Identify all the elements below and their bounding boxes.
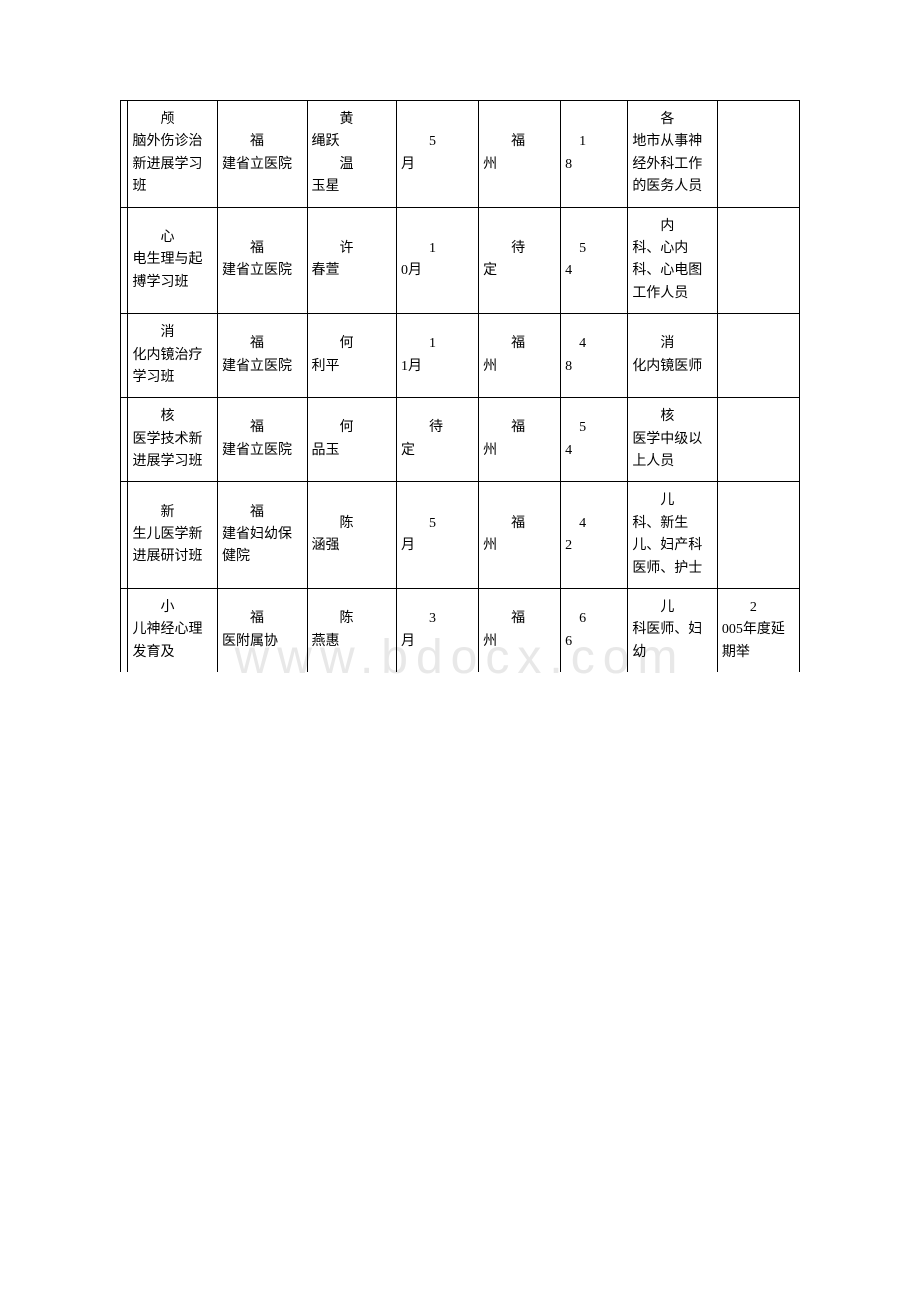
cell-month: 10月 <box>397 207 479 314</box>
cell-institution: 福医附属协 <box>217 589 307 673</box>
cell-month: 5月 <box>397 101 479 208</box>
cell-audience: 核医学中级以上人员 <box>628 398 718 482</box>
cell-number: 18 <box>561 101 628 208</box>
cell-institution: 福建省立医院 <box>217 398 307 482</box>
cell-course-name: 消化内镜治疗学习班 <box>128 314 218 398</box>
cell-number: 54 <box>561 207 628 314</box>
cell-location: 福州 <box>479 589 561 673</box>
cell-lecturer: 黄绳跃温玉星 <box>307 101 397 208</box>
table-row: 心电生理与起搏学习班 福建省立医院 许春萱 10月 待定 54 内科、心内科、心… <box>121 207 800 314</box>
cell-empty <box>121 314 128 398</box>
cell-location: 福州 <box>479 398 561 482</box>
table-body: 颅脑外伤诊治新进展学习班 福建省立医院 黄绳跃温玉星 5月 福州 18 各地市从… <box>121 101 800 673</box>
cell-location: 福州 <box>479 482 561 589</box>
cell-institution: 福建省立医院 <box>217 101 307 208</box>
cell-course-name: 新生儿医学新进展研讨班 <box>128 482 218 589</box>
cell-institution: 福建省立医院 <box>217 314 307 398</box>
cell-note <box>717 314 799 398</box>
cell-audience: 各地市从事神经外科工作的医务人员 <box>628 101 718 208</box>
table-row: 核医学技术新进展学习班 福建省立医院 何品玉 待定 福州 54 核医学中级以上人… <box>121 398 800 482</box>
cell-note <box>717 207 799 314</box>
table-row: 消化内镜治疗学习班 福建省立医院 何利平 11月 福州 48 消化内镜医师 <box>121 314 800 398</box>
cell-number: 42 <box>561 482 628 589</box>
cell-lecturer: 何品玉 <box>307 398 397 482</box>
cell-audience: 儿科、新生儿、妇产科医师、护士 <box>628 482 718 589</box>
cell-location: 待定 <box>479 207 561 314</box>
cell-course-name: 核医学技术新进展学习班 <box>128 398 218 482</box>
table-row: 小儿神经心理发育及 福医附属协 陈燕惠 3月 福州 66 儿科医师、妇幼 200… <box>121 589 800 673</box>
cell-course-name: 心电生理与起搏学习班 <box>128 207 218 314</box>
cell-empty <box>121 207 128 314</box>
cell-empty <box>121 589 128 673</box>
cell-location: 福州 <box>479 314 561 398</box>
cell-institution: 福建省立医院 <box>217 207 307 314</box>
cell-note: 2005年度延期举 <box>717 589 799 673</box>
cell-lecturer: 许春萱 <box>307 207 397 314</box>
cell-lecturer: 陈燕惠 <box>307 589 397 673</box>
cell-month: 3月 <box>397 589 479 673</box>
cell-audience: 儿科医师、妇幼 <box>628 589 718 673</box>
cell-number: 54 <box>561 398 628 482</box>
training-courses-table: 颅脑外伤诊治新进展学习班 福建省立医院 黄绳跃温玉星 5月 福州 18 各地市从… <box>120 100 800 672</box>
cell-note <box>717 101 799 208</box>
cell-number: 66 <box>561 589 628 673</box>
table-row: 新生儿医学新进展研讨班 福建省妇幼保健院 陈涵强 5月 福州 42 儿科、新生儿… <box>121 482 800 589</box>
cell-month: 11月 <box>397 314 479 398</box>
cell-lecturer: 何利平 <box>307 314 397 398</box>
cell-course-name: 颅脑外伤诊治新进展学习班 <box>128 101 218 208</box>
cell-empty <box>121 398 128 482</box>
cell-location: 福州 <box>479 101 561 208</box>
cell-empty <box>121 482 128 589</box>
cell-audience: 消化内镜医师 <box>628 314 718 398</box>
cell-note <box>717 482 799 589</box>
cell-lecturer: 陈涵强 <box>307 482 397 589</box>
cell-empty <box>121 101 128 208</box>
cell-month: 待定 <box>397 398 479 482</box>
cell-note <box>717 398 799 482</box>
table-row: 颅脑外伤诊治新进展学习班 福建省立医院 黄绳跃温玉星 5月 福州 18 各地市从… <box>121 101 800 208</box>
cell-audience: 内科、心内科、心电图工作人员 <box>628 207 718 314</box>
cell-course-name: 小儿神经心理发育及 <box>128 589 218 673</box>
cell-month: 5月 <box>397 482 479 589</box>
cell-number: 48 <box>561 314 628 398</box>
cell-institution: 福建省妇幼保健院 <box>217 482 307 589</box>
